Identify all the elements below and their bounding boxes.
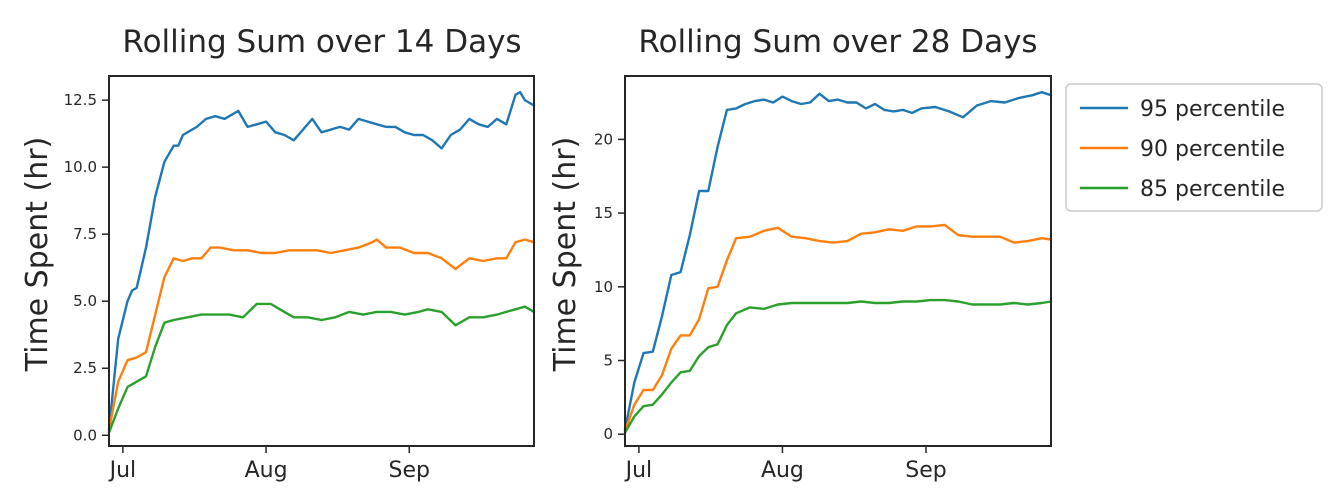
- legend-label: 90 percentile: [1140, 137, 1285, 162]
- x-axis-ticks: Jul Aug Sep: [624, 446, 947, 483]
- chart-title: Rolling Sum over 28 Days: [638, 24, 1037, 60]
- chart-title: Rolling Sum over 14 Days: [122, 24, 521, 60]
- series-line-85-percentile: [623, 298, 1053, 434]
- plot-frame: [624, 75, 1052, 447]
- y-axis-label: Time Spent (hr): [20, 137, 55, 373]
- x-tick-label: Aug: [245, 458, 288, 483]
- chart-panel-28-days: Rolling Sum over 28 Days Time Spent (hr)…: [548, 24, 1053, 483]
- x-tick-label: Jul: [108, 458, 137, 483]
- y-tick-label: 5: [603, 352, 613, 370]
- x-axis-ticks: Jul Aug Sep: [108, 446, 430, 483]
- y-tick-label: 15: [594, 204, 613, 222]
- series-lines: [623, 90, 1053, 434]
- y-tick-label: 5.0: [73, 292, 97, 310]
- y-tick-label: 7.5: [73, 225, 97, 243]
- series-line-95-percentile: [623, 90, 1053, 431]
- series-line-85-percentile: [107, 302, 536, 434]
- y-tick-label: 0: [603, 425, 613, 443]
- chart-panel-14-days: Rolling Sum over 14 Days Time Spent (hr)…: [20, 24, 536, 483]
- series-line-90-percentile: [107, 238, 536, 432]
- y-tick-label: 12.5: [64, 91, 97, 109]
- y-tick-label: 10.0: [64, 158, 97, 176]
- x-tick-label: Jul: [624, 458, 653, 483]
- x-tick-label: Aug: [761, 458, 804, 483]
- series-line-90-percentile: [623, 223, 1053, 433]
- legend-label: 85 percentile: [1140, 177, 1285, 202]
- x-tick-label: Sep: [905, 458, 946, 483]
- y-tick-label: 20: [594, 130, 613, 148]
- series-lines: [107, 90, 536, 434]
- legend-box: [1065, 83, 1323, 212]
- y-axis-ticks: 0 5 10 15 20: [594, 130, 625, 443]
- plot-frame: [108, 75, 535, 447]
- series-line-95-percentile: [107, 90, 536, 432]
- y-tick-label: 0.0: [73, 426, 97, 444]
- legend-label: 95 percentile: [1140, 97, 1285, 122]
- x-tick-label: Sep: [389, 458, 430, 483]
- y-tick-label: 10: [594, 278, 613, 296]
- y-axis-ticks: 0.0 2.5 5.0 7.5 10.0 12.5: [64, 91, 109, 444]
- y-tick-label: 2.5: [73, 359, 97, 377]
- legend: 95 percentile 90 percentile 85 percentile: [1065, 83, 1323, 212]
- y-axis-label: Time Spent (hr): [548, 137, 583, 373]
